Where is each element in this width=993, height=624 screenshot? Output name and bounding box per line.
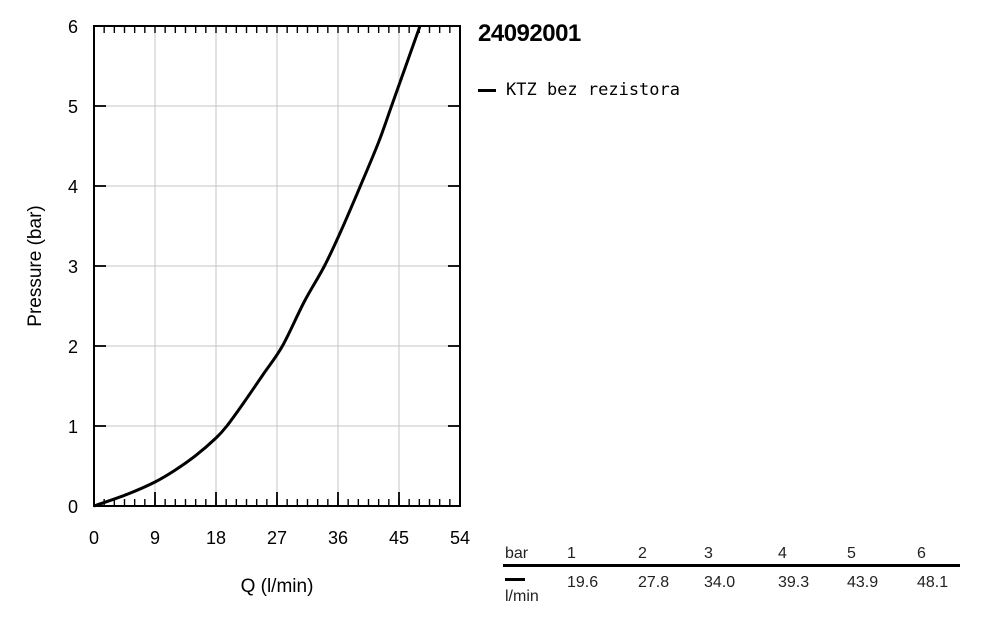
x-tick-label: 45 <box>389 528 409 548</box>
table-divider <box>503 564 960 567</box>
x-tick-label: 9 <box>150 528 160 548</box>
chart-title: 24092001 <box>478 20 581 47</box>
table-pressure-5: 5 <box>847 545 856 562</box>
table-unit-label: l/min <box>505 588 539 605</box>
x-tick-label: 54 <box>450 528 470 548</box>
y-tick-labels: 0 1 2 3 4 5 6 <box>68 17 78 517</box>
y-tick-label: 2 <box>68 337 78 357</box>
x-axis-label: Q (l/min) <box>241 576 314 597</box>
table-pressure-4: 4 <box>778 545 787 562</box>
grid-lines <box>94 26 460 506</box>
table-flow-2: 27.8 <box>638 574 670 591</box>
y-axis-label: Pressure (bar) <box>25 205 46 326</box>
x-tick-label: 18 <box>206 528 226 548</box>
table-pressure-3: 3 <box>704 545 713 562</box>
y-tick-label: 5 <box>68 97 78 117</box>
series-line-ktz <box>93 25 422 508</box>
table-flow-6: 48.1 <box>917 574 949 591</box>
x-tick-label: 0 <box>89 528 99 548</box>
x-tick-label: 27 <box>267 528 287 548</box>
x-tick-labels: 0 9 18 27 36 45 54 <box>89 528 470 548</box>
table-flow-4: 39.3 <box>778 574 810 591</box>
flow-table: bar 1 2 3 4 5 6 l/min 19.6 27.8 34.0 39.… <box>503 544 960 614</box>
table-flow-3: 34.0 <box>704 574 736 591</box>
table-flow-5: 43.9 <box>847 574 879 591</box>
table-pressure-2: 2 <box>638 545 647 562</box>
y-tick-label: 1 <box>68 417 78 437</box>
legend-swatch <box>478 88 496 92</box>
y-tick-label: 3 <box>68 257 78 277</box>
table-pressure-1: 1 <box>567 545 576 562</box>
table-header-label: bar <box>505 545 529 562</box>
table-pressure-6: 6 <box>917 545 926 562</box>
y-tick-label: 0 <box>68 497 78 517</box>
x-tick-label: 36 <box>328 528 348 548</box>
table-flow-1: 19.6 <box>567 574 599 591</box>
legend: KTZ bez rezistora <box>478 80 680 100</box>
y-tick-label: 4 <box>68 177 78 197</box>
minor-ticks <box>103 26 451 506</box>
y-tick-label: 6 <box>68 17 78 37</box>
legend-label: KTZ bez rezistora <box>506 80 680 100</box>
major-ticks <box>94 105 460 506</box>
table-series-swatch <box>505 578 525 581</box>
